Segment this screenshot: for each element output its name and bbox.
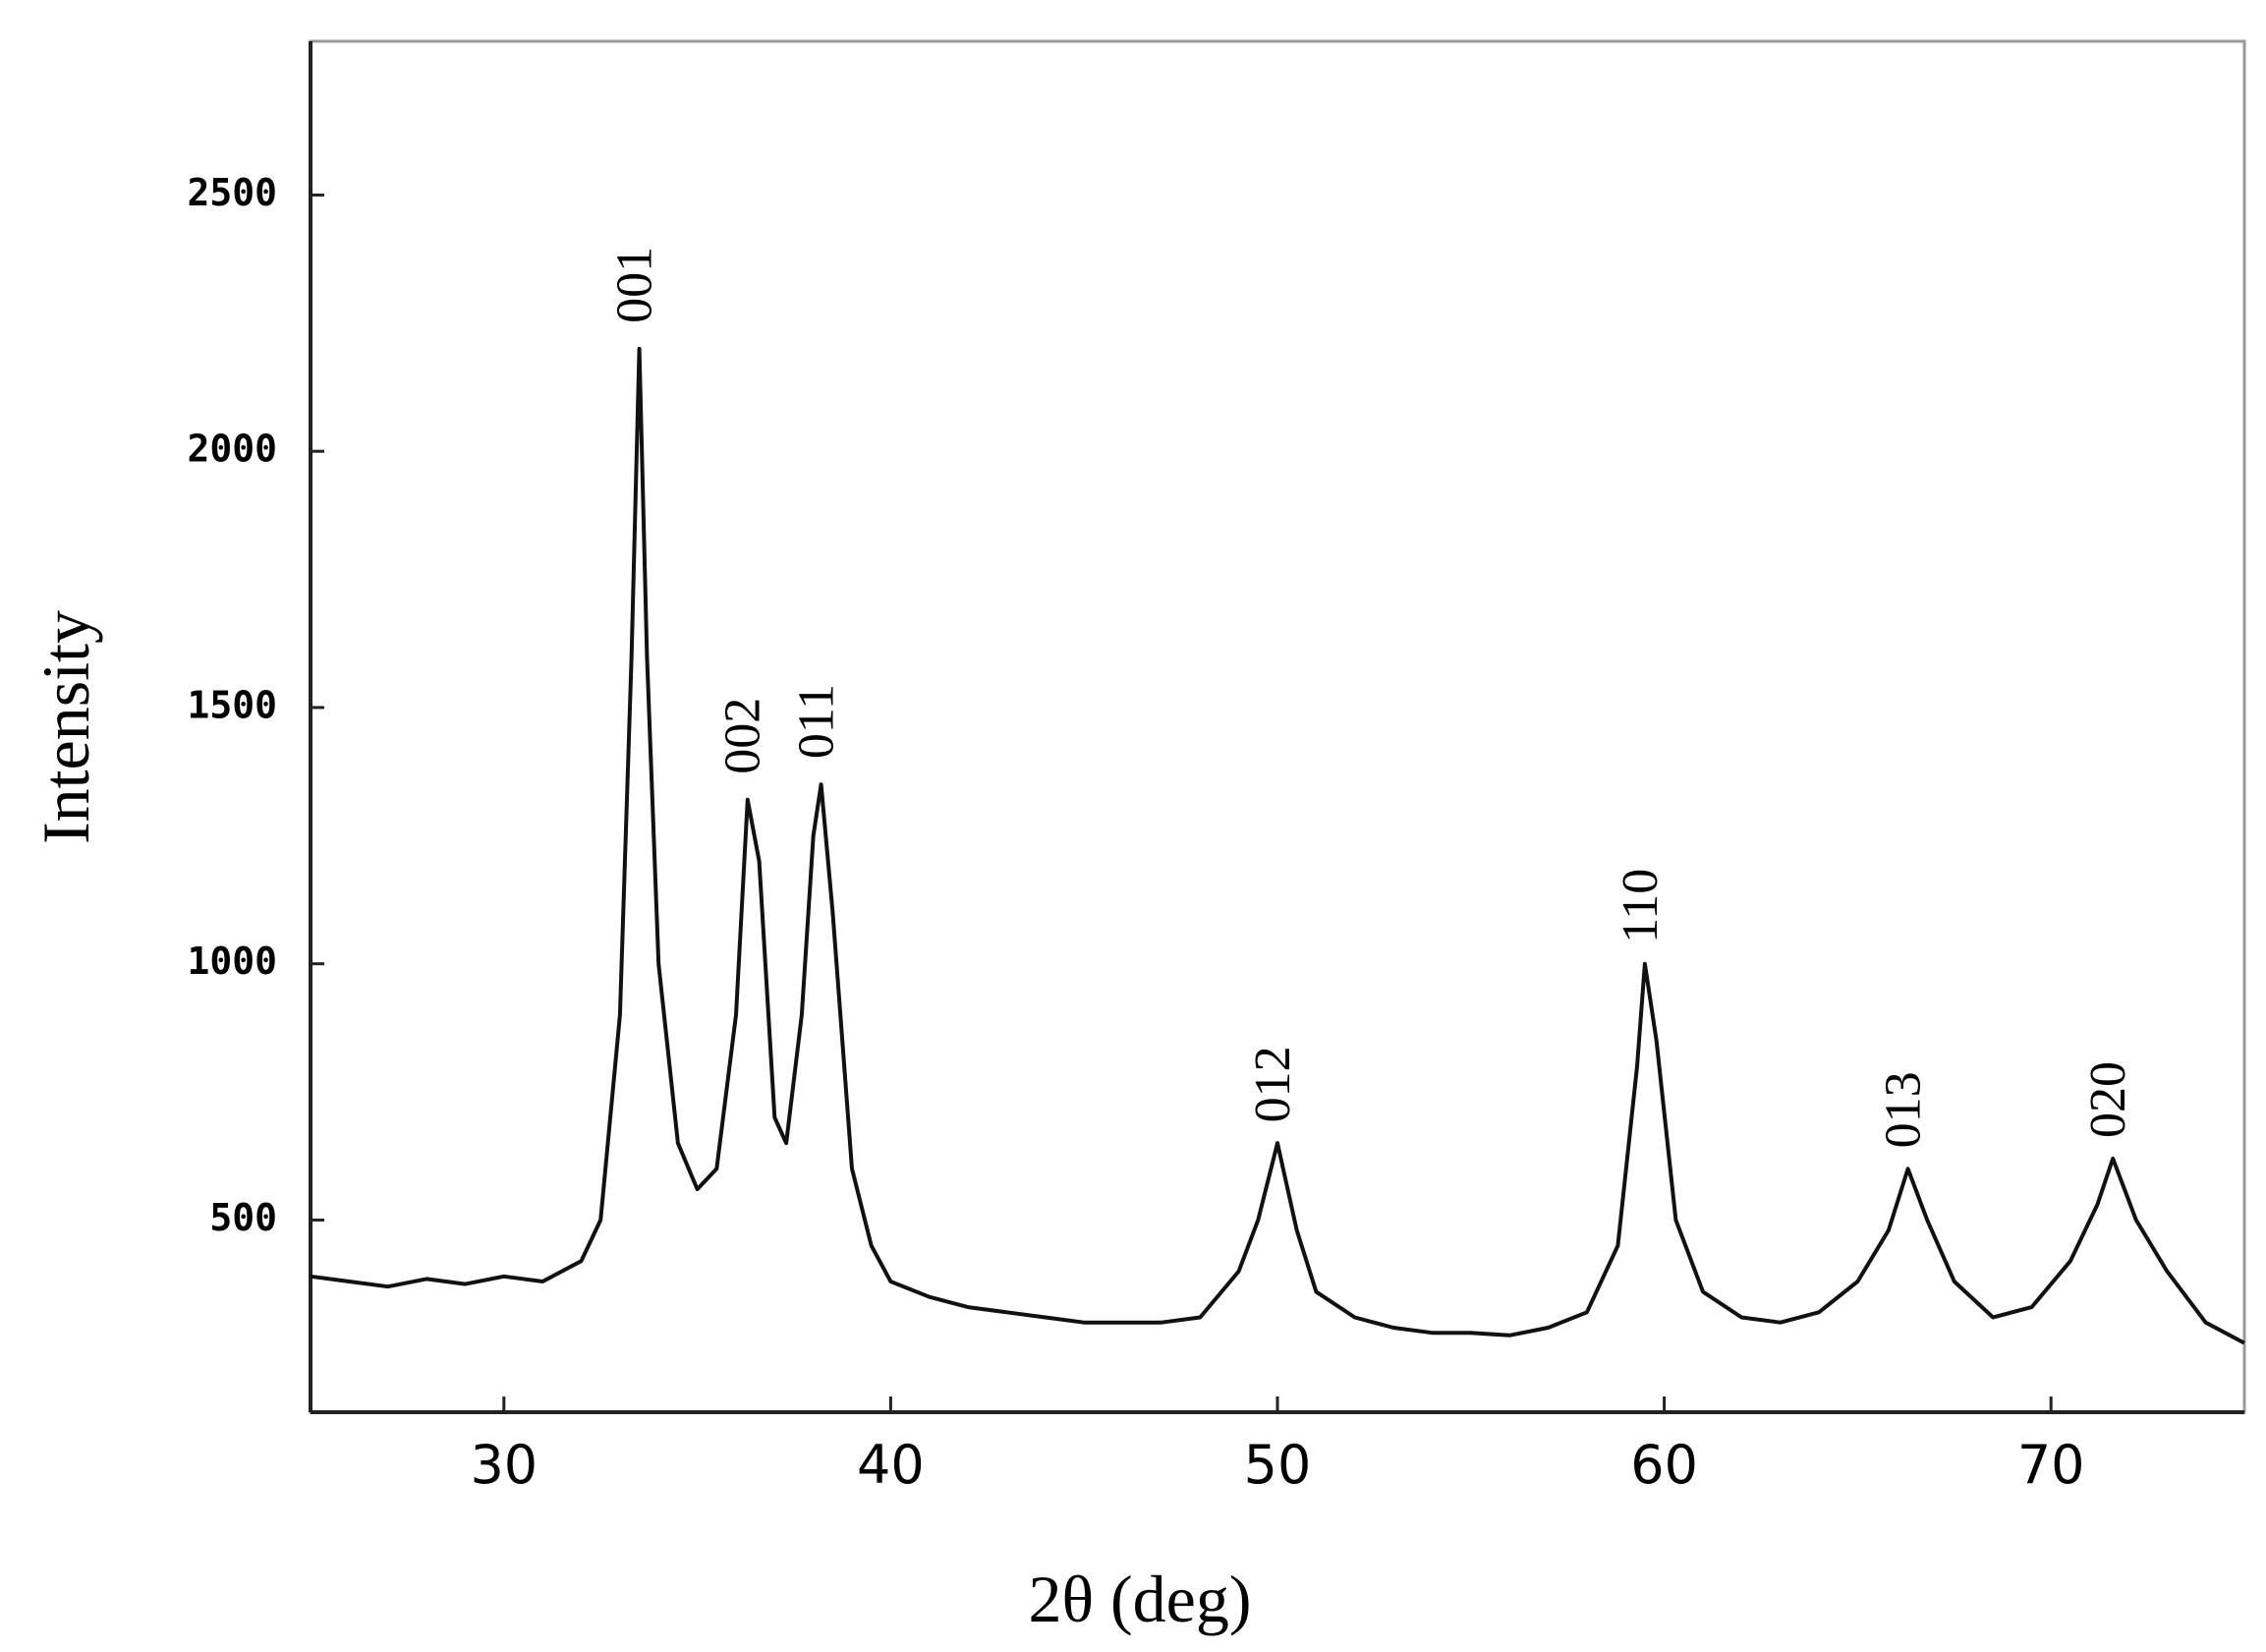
peak-label: 002: [715, 698, 771, 774]
y-tick-label: 1000: [187, 940, 277, 983]
peak-label: 012: [1245, 1046, 1301, 1122]
peak-label: 011: [788, 684, 844, 759]
x-tick-label: 70: [2017, 1434, 2085, 1496]
y-tick-label: 2000: [187, 427, 277, 471]
y-tick-label: 1500: [187, 683, 277, 726]
peak-label: 110: [1613, 869, 1669, 943]
x-axis-label: 2θ (deg): [1028, 1562, 1251, 1636]
y-axis-label: Intensity: [28, 610, 103, 844]
peak-label: 020: [2080, 1061, 2136, 1138]
peak-label: 001: [606, 247, 662, 323]
peak-label: 013: [1876, 1071, 1932, 1148]
x-tick-label: 40: [857, 1434, 925, 1496]
y-tick-label: 2500: [187, 171, 277, 214]
data-line: [310, 346, 2245, 1345]
x-tick-label: 30: [470, 1434, 538, 1496]
x-tick-label: 60: [1630, 1434, 1698, 1496]
y-tick-label: 500: [209, 1196, 277, 1239]
x-tick-label: 50: [1244, 1434, 1312, 1496]
